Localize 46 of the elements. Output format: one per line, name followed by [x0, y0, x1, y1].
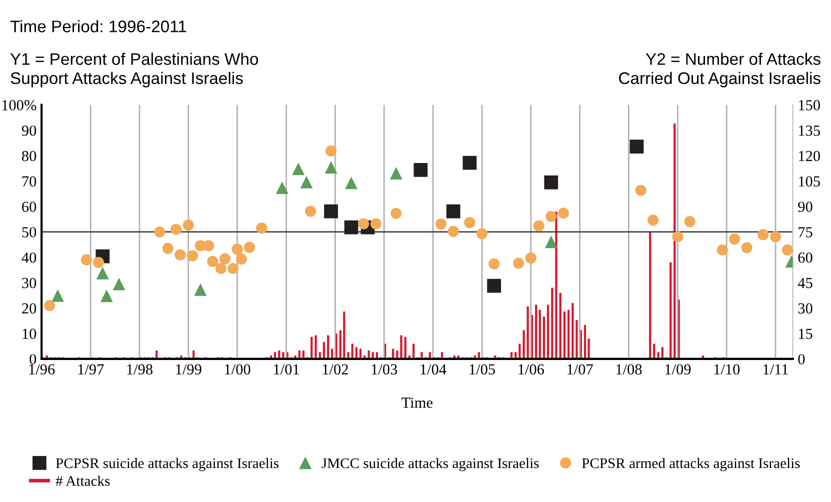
- y-tick-label: 30: [22, 278, 36, 288]
- x-tick-label: 1/06: [518, 364, 544, 375]
- x-tick-label: 1/01: [274, 364, 299, 375]
- x-tick-label: 1/97: [78, 364, 104, 375]
- y2-tick-label: 75: [798, 227, 812, 238]
- x-tick-label: 1/11: [764, 364, 788, 375]
- y-tick-label: 80: [22, 150, 36, 162]
- y2-tick-label: 90: [798, 202, 812, 212]
- x-tick-label: 1/04: [420, 364, 446, 375]
- x-tick-label: 1/10: [714, 364, 740, 375]
- y-tick-label: 20: [22, 303, 36, 314]
- x-tick-label: 1/03: [372, 364, 398, 375]
- x-tick-label: 1/00: [225, 364, 250, 375]
- y2-tick-label: 15: [798, 328, 812, 339]
- x-tick-label: 1/96: [29, 364, 55, 375]
- y2-tick-label: 45: [798, 278, 812, 288]
- x-tick-label: 1/02: [322, 364, 348, 375]
- x-axis-title: Time: [402, 398, 432, 408]
- x-tick-label: 1/08: [616, 364, 642, 375]
- y-tick-label: 0: [30, 354, 36, 364]
- y-tick-label: 60: [22, 202, 36, 212]
- x-tick-label: 1/99: [176, 364, 202, 375]
- y-tick-label: 40: [22, 252, 36, 263]
- y2-tick-label: 150: [798, 100, 820, 110]
- x-tick-label: 1/07: [568, 364, 593, 375]
- x-tick-label: 1/05: [470, 364, 495, 375]
- y-axis-title: Y1 = Percent of Palestinians Who Support Attacks Against Israelis: [10, 52, 258, 88]
- y-tick-label: 10: [22, 328, 36, 339]
- legend-label: PCPSR armed attacks against Israelis: [582, 458, 800, 472]
- x-tick-label: 1/09: [665, 364, 691, 375]
- y2-axis-title: Y2 = Number of Attacks Carried Out Against Israelis: [619, 52, 820, 88]
- y2-tick-label: 0: [798, 354, 805, 364]
- legend-label: JMCC suicide attacks against Israelis: [322, 458, 539, 472]
- legend-label: # Attacks: [56, 476, 110, 486]
- x-tick-label: 1/98: [127, 364, 152, 375]
- y-tick-label: 50: [22, 227, 36, 238]
- y-tick-label: 90: [22, 125, 36, 136]
- y2-tick-label: 30: [798, 303, 812, 314]
- legend-label: PCPSR suicide attacks against Israelis: [56, 458, 279, 472]
- y2-tick-label: 135: [798, 126, 820, 136]
- y-tick-label: 70: [22, 176, 36, 187]
- y2-tick-label: 120: [798, 150, 820, 162]
- y2-tick-label: 105: [798, 176, 820, 187]
- y2-tick-label: 60: [798, 252, 812, 263]
- y-tick-label: 100%: [2, 100, 36, 110]
- chart-title: Time Period: 1996-2011: [10, 20, 186, 32]
